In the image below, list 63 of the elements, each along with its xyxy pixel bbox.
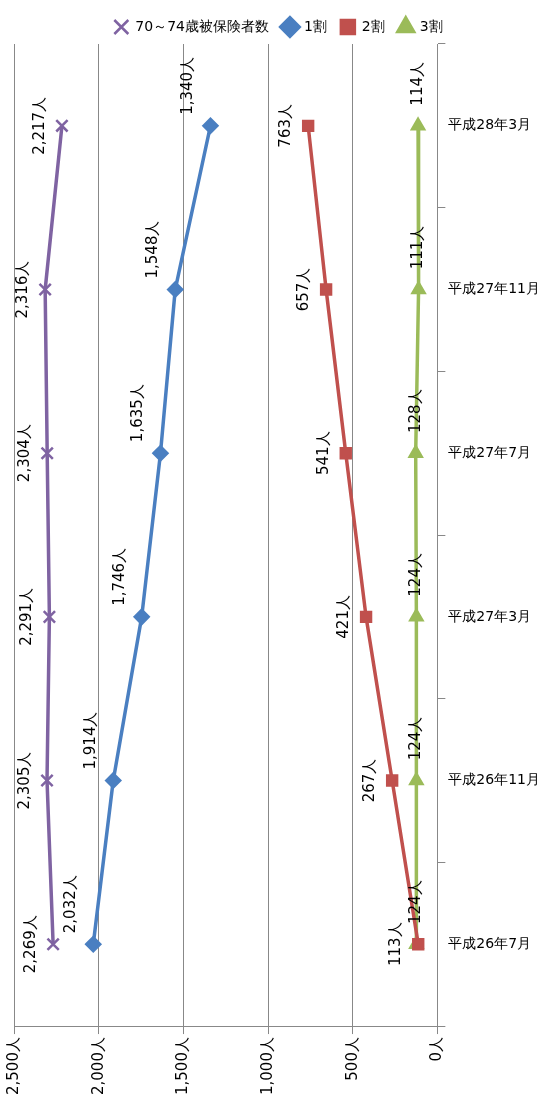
data-label: 657人 xyxy=(294,267,312,312)
point xyxy=(85,935,102,953)
point xyxy=(359,610,373,624)
legend-label: 2割 xyxy=(361,17,385,34)
data-label: 421人 xyxy=(333,595,352,639)
data-label: 2,217人 xyxy=(29,96,48,155)
point xyxy=(166,281,184,298)
x-tick-label: 1,000人 xyxy=(257,1037,276,1096)
data-label: 1,340人 xyxy=(178,56,197,115)
y-tick-label: 平成26年11月 xyxy=(448,771,541,788)
y-tick-label: 平成27年7月 xyxy=(448,443,532,460)
point xyxy=(339,446,352,460)
data-label: 124人 xyxy=(406,553,425,597)
y-tick-label: 平成28年3月 xyxy=(448,116,532,133)
point xyxy=(409,772,424,786)
point xyxy=(385,774,399,787)
x-tick-label: 2,000人 xyxy=(88,1037,107,1096)
point xyxy=(409,608,424,622)
data-label: 2,304人 xyxy=(15,424,34,483)
data-label: 128人 xyxy=(405,389,424,434)
x-tick-label: 2,500人 xyxy=(3,1037,22,1096)
point xyxy=(301,119,315,133)
data-label: 1,548人 xyxy=(143,220,162,279)
point xyxy=(42,609,57,624)
legend-label: 1割 xyxy=(303,17,327,34)
x-tick-label: 1,500人 xyxy=(173,1037,192,1096)
point xyxy=(40,773,54,788)
data-label: 763人 xyxy=(276,104,295,148)
point xyxy=(133,608,150,626)
point xyxy=(408,444,424,458)
point xyxy=(202,117,219,135)
point xyxy=(319,283,333,296)
y-tick-label: 平成26年7月 xyxy=(448,934,532,951)
data-label: 1,914人 xyxy=(81,711,100,770)
point xyxy=(38,282,53,297)
y-tick-label: 平成27年11月 xyxy=(448,280,541,297)
data-label: 2,032人 xyxy=(61,875,80,934)
data-label: 124人 xyxy=(406,880,425,925)
point xyxy=(55,118,69,133)
legend-label: 3割 xyxy=(419,17,443,34)
data-label: 114人 xyxy=(407,62,426,106)
point xyxy=(412,938,425,951)
data-label: 113人 xyxy=(386,922,405,967)
legend-label: 70～74歳被保険者数 xyxy=(135,17,269,34)
point xyxy=(46,937,61,952)
point xyxy=(104,772,122,789)
data-label: 2,291人 xyxy=(17,587,36,646)
data-label: 124人 xyxy=(406,716,425,761)
point xyxy=(411,281,426,295)
data-label: 2,316人 xyxy=(13,260,32,319)
y-tick-label: 平成27年3月 xyxy=(448,607,532,624)
point xyxy=(152,444,169,462)
point xyxy=(410,117,426,131)
point xyxy=(40,446,55,461)
data-label: 111人 xyxy=(408,225,427,270)
data-label: 2,305人 xyxy=(14,751,33,810)
data-label: 2,269人 xyxy=(21,915,40,974)
data-label: 1,746人 xyxy=(109,547,128,606)
data-label: 267人 xyxy=(360,758,379,803)
data-label: 1,635人 xyxy=(128,384,147,443)
x-tick-label: 0人 xyxy=(427,1037,446,1062)
data-label: 541人 xyxy=(313,431,332,476)
x-tick-label: 500人 xyxy=(342,1037,361,1081)
